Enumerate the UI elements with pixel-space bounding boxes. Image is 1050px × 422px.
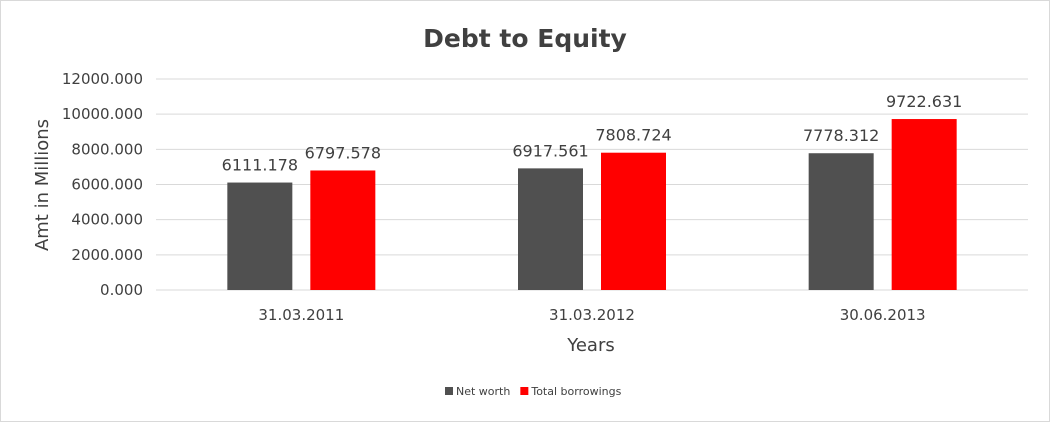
bar-net-worth <box>227 182 293 290</box>
x-tick-label: 31.03.2012 <box>549 306 635 324</box>
y-tick-label: 12000.000 <box>62 70 143 88</box>
data-label: 6111.178 <box>222 156 298 175</box>
bar-net-worth <box>808 153 874 290</box>
data-label: 7808.724 <box>595 126 671 145</box>
legend-item: Total borrowings <box>520 385 622 398</box>
bar-total-borrowings <box>310 170 376 290</box>
bar-net-worth <box>518 168 583 290</box>
y-tick-label: 2000.000 <box>71 246 143 264</box>
x-axis-ticks: 31.03.2011 31.03.2012 30.06.2013 <box>258 306 925 324</box>
bar-total-borrowings <box>601 152 666 290</box>
legend-swatch <box>520 387 529 395</box>
y-tick-label: 0.000 <box>100 281 143 299</box>
x-axis-title: Years <box>566 335 615 356</box>
legend-label: Total borrowings <box>530 385 621 398</box>
data-label: 6797.578 <box>305 143 381 162</box>
bars <box>227 119 957 291</box>
bar-total-borrowings <box>891 119 957 291</box>
data-labels: 6111.178 6797.578 6917.561 7808.724 7778.312… <box>222 92 963 175</box>
y-tick-label: 8000.000 <box>71 140 143 158</box>
data-label: 6917.561 <box>512 141 588 160</box>
y-axis-title: Amt in Millions <box>32 119 53 251</box>
chart-title: Debt to Equity <box>423 24 627 53</box>
gridlines <box>156 78 1028 291</box>
x-tick-label: 30.06.2013 <box>840 306 926 324</box>
x-tick-label: 31.03.2011 <box>258 306 344 324</box>
data-label: 7778.312 <box>803 126 879 145</box>
y-tick-label: 4000.000 <box>71 211 143 229</box>
data-label: 9722.631 <box>886 92 962 111</box>
legend-item: Net worth <box>445 385 510 398</box>
legend-label: Net worth <box>456 385 510 398</box>
legend-swatch <box>445 387 453 395</box>
legend: Net worth Total borrowings <box>445 385 622 398</box>
y-tick-label: 6000.000 <box>71 176 143 194</box>
y-tick-label: 10000.000 <box>62 105 143 123</box>
y-axis-ticks: 0.000 2000.000 4000.000 6000.000 8000.000 100… <box>62 70 143 299</box>
